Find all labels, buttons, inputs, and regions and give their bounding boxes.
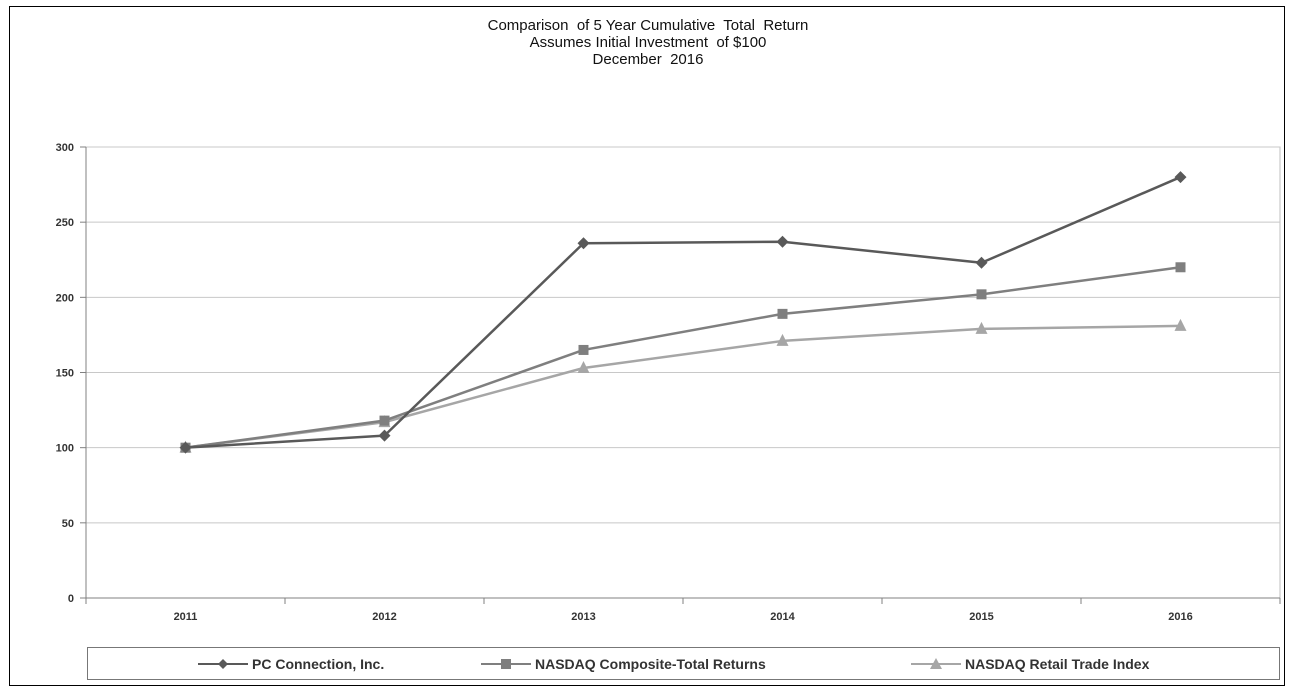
legend-swatch-diamond (198, 658, 248, 669)
y-tick-label: 50 (62, 518, 74, 530)
data-point-square (379, 415, 390, 426)
data-point-square (578, 344, 589, 355)
x-tick-label: 2015 (969, 611, 993, 623)
title-line-2: Assumes Initial Investment of $100 (529, 34, 767, 51)
data-point-triangle (975, 321, 988, 334)
y-tick-label: 200 (56, 292, 74, 304)
data-point-diamond (975, 256, 988, 269)
chart-frame: Comparison of 5 Year Cumulative Total Re… (9, 6, 1285, 686)
legend-label: NASDAQ Retail Trade Index (965, 655, 1150, 672)
data-point-triangle (1174, 318, 1187, 331)
y-tick-label: 300 (56, 142, 74, 154)
legend-item-nasdaq-retail: NASDAQ Retail Trade Index (911, 648, 1149, 679)
legend: PC Connection, Inc. NASDAQ Composite-Tot… (87, 647, 1280, 680)
chart-title: Comparison of 5 Year Cumulative Total Re… (10, 17, 1286, 68)
data-point-diamond (179, 441, 192, 454)
x-tick-label: 2014 (770, 611, 795, 623)
data-point-triangle (776, 333, 789, 346)
data-point-square (777, 308, 788, 319)
data-point-square (976, 289, 987, 300)
data-point-diamond (1174, 171, 1187, 184)
x-tick-label: 2016 (1168, 611, 1192, 623)
data-point-diamond (378, 429, 391, 442)
y-tick-label: 250 (56, 217, 74, 229)
data-point-square (1175, 262, 1186, 273)
line-chart: 0 50 100 150 200 250 300 2011 2012 2013 2014 2015 20… (56, 142, 1281, 623)
legend-item-nasdaq-composite: NASDAQ Composite-Total Returns (481, 648, 766, 679)
x-tick-label: 2011 (174, 611, 198, 623)
title-line-3: December 2016 (592, 51, 704, 68)
legend-item-pc-connection: PC Connection, Inc. (198, 648, 384, 679)
title-line-1: Comparison of 5 Year Cumulative Total Re… (487, 17, 809, 34)
data-point-diamond (776, 235, 789, 248)
legend-label: PC Connection, Inc. (252, 655, 385, 672)
data-point-triangle (577, 360, 590, 373)
x-tick-label: 2013 (571, 611, 595, 623)
data-point-diamond (577, 237, 590, 250)
y-tick-label: 100 (56, 443, 74, 455)
series-line-triangle (185, 324, 1181, 449)
legend-swatch-square (481, 658, 531, 669)
series-line-diamond (185, 175, 1181, 449)
legend-swatch-triangle (911, 657, 961, 669)
y-tick-label: 150 (56, 368, 74, 380)
series-line-square (185, 266, 1181, 449)
y-tick-label: 0 (68, 593, 74, 605)
x-tick-label: 2012 (372, 611, 396, 623)
legend-label: NASDAQ Composite-Total Returns (535, 655, 766, 672)
